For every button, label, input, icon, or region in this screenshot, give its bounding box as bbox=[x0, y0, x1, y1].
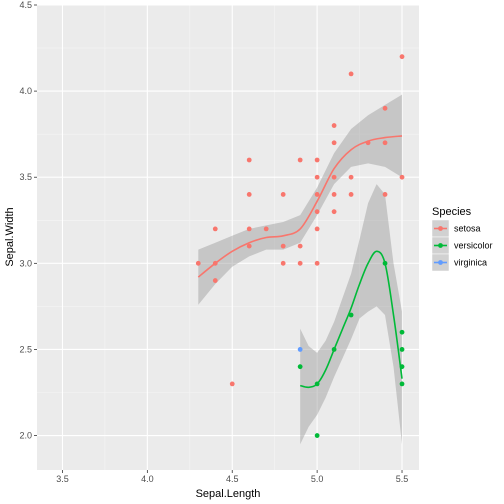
legend-label-setosa: setosa bbox=[454, 224, 481, 234]
smooth-lines bbox=[197, 135, 403, 389]
point-setosa bbox=[314, 157, 320, 163]
y-tick-label: 4.5 bbox=[19, 0, 32, 10]
axes: 3.5 4.0 4.5 5.0 5.5 2.0 2.5 3.0 3.5 4.0 4.5 bbox=[19, 0, 408, 484]
point-setosa bbox=[314, 209, 320, 215]
data-points bbox=[195, 54, 405, 438]
point-setosa bbox=[331, 174, 337, 180]
legend-label-virginica: virginica bbox=[454, 258, 487, 268]
y-axis-title: Sepal.Width bbox=[4, 207, 16, 266]
y-tick-label: 2.5 bbox=[19, 344, 32, 354]
point-setosa bbox=[399, 54, 405, 60]
y-tick-label: 3.0 bbox=[19, 258, 32, 268]
point-setosa bbox=[331, 209, 337, 215]
point-setosa bbox=[314, 260, 320, 266]
point-setosa bbox=[331, 192, 337, 197]
x-tick-label: 5.0 bbox=[311, 474, 324, 484]
point-setosa bbox=[382, 140, 388, 146]
point-setosa bbox=[246, 192, 252, 197]
point-setosa bbox=[212, 278, 218, 283]
point-setosa bbox=[314, 226, 320, 232]
point-setosa bbox=[229, 381, 235, 387]
point-versicolor bbox=[314, 433, 320, 438]
point-setosa bbox=[382, 192, 388, 197]
x-tick-label: 5.5 bbox=[396, 474, 409, 484]
point-setosa bbox=[280, 192, 286, 197]
smooth-line-versicolor bbox=[299, 250, 403, 389]
legend-title: Species bbox=[432, 206, 472, 218]
point-setosa bbox=[297, 157, 303, 163]
point-setosa bbox=[348, 71, 354, 77]
y-tick-label: 3.5 bbox=[19, 172, 32, 182]
point-versicolor bbox=[399, 347, 405, 352]
point-setosa bbox=[246, 157, 252, 163]
x-tick-label: 3.5 bbox=[56, 474, 69, 484]
point-setosa bbox=[246, 226, 252, 232]
point-setosa bbox=[331, 123, 337, 128]
point-setosa bbox=[314, 192, 320, 197]
point-setosa bbox=[297, 260, 303, 266]
point-setosa bbox=[331, 140, 337, 146]
point-setosa bbox=[246, 243, 252, 249]
point-setosa bbox=[382, 105, 388, 111]
point-versicolor bbox=[348, 312, 354, 318]
legend-key-point-virginica bbox=[438, 260, 443, 265]
legend-label-versicolor: versicolor bbox=[454, 241, 493, 251]
point-virginica bbox=[297, 347, 303, 352]
legend-key-point-setosa bbox=[438, 226, 443, 231]
point-versicolor bbox=[399, 381, 405, 387]
y-tick-label: 2.0 bbox=[19, 431, 32, 441]
point-setosa bbox=[314, 174, 320, 180]
point-versicolor bbox=[399, 329, 405, 335]
x-axis-title: Sepal.Length bbox=[196, 488, 261, 500]
point-setosa bbox=[212, 226, 218, 232]
point-versicolor bbox=[297, 364, 303, 370]
x-tick-label: 4.5 bbox=[226, 474, 239, 484]
legend: Species setosa versicolor virginica bbox=[431, 206, 493, 272]
point-setosa bbox=[195, 260, 201, 266]
point-setosa bbox=[280, 243, 286, 249]
confidence-band-setosa bbox=[198, 94, 402, 305]
point-setosa bbox=[297, 243, 303, 249]
point-setosa bbox=[348, 174, 354, 180]
grid-lines bbox=[37, 4, 419, 470]
point-setosa bbox=[399, 174, 405, 180]
y-tick-label: 4.0 bbox=[19, 86, 32, 96]
x-tick-label: 4.0 bbox=[141, 474, 154, 484]
point-setosa bbox=[280, 260, 286, 266]
legend-key-point-versicolor bbox=[438, 243, 443, 248]
point-setosa bbox=[348, 192, 354, 197]
point-setosa bbox=[263, 226, 269, 232]
smooth-line-setosa bbox=[197, 135, 403, 278]
